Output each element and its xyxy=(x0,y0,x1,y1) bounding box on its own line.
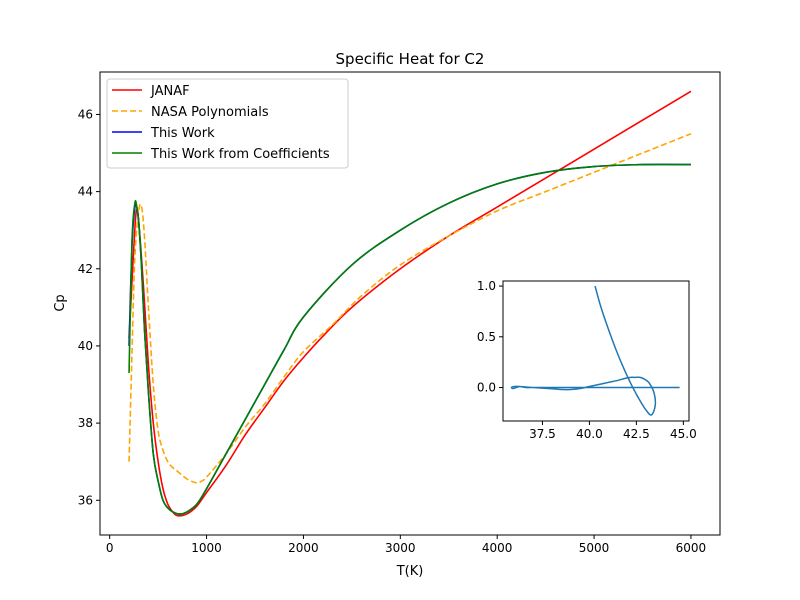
y-tick-label: 40 xyxy=(78,339,93,353)
inset-background xyxy=(503,281,689,421)
chart-title: Specific Heat for C2 xyxy=(336,50,485,68)
y-tick-label: 42 xyxy=(78,262,93,276)
legend-label: JANAF xyxy=(150,84,190,99)
inset-y-ticks: 0.0 0.5 1.0 xyxy=(477,279,503,395)
inset-x-ticks: 37.5 40.0 42.5 45.0 xyxy=(529,421,697,441)
main-y-ticks: 36 38 40 42 44 46 xyxy=(78,107,100,507)
x-axis-label: T(K) xyxy=(396,564,424,579)
x-tick-label: 42.5 xyxy=(623,427,650,441)
legend-label: NASA Polynomials xyxy=(151,105,269,120)
inset-plot: 37.5 40.0 42.5 45.0 0.0 0.5 1.0 xyxy=(477,279,697,441)
x-tick-label: 2000 xyxy=(288,541,319,555)
legend-box xyxy=(106,78,349,169)
inset-series-line xyxy=(510,285,680,416)
legend-label: This Work from Coefficients xyxy=(150,147,330,162)
inset-axes-frame xyxy=(502,280,690,422)
y-tick-label: 38 xyxy=(78,416,93,430)
main-x-ticks: 0 1000 2000 3000 4000 5000 6000 xyxy=(106,535,706,555)
y-axis-label: Cp xyxy=(53,294,68,311)
series-line-1 xyxy=(128,132,692,484)
x-tick-label: 37.5 xyxy=(529,427,556,441)
y-tick-label: 0.0 xyxy=(477,381,496,395)
x-tick-label: 4000 xyxy=(482,541,513,555)
legend-label: This Work xyxy=(150,126,215,141)
y-tick-label: 44 xyxy=(78,185,93,199)
y-tick-label: 36 xyxy=(78,493,93,507)
x-tick-label: 45.0 xyxy=(670,427,697,441)
x-tick-label: 0 xyxy=(106,541,114,555)
x-tick-label: 3000 xyxy=(385,541,416,555)
y-tick-label: 0.5 xyxy=(477,330,496,344)
x-tick-label: 6000 xyxy=(676,541,707,555)
inset-series-lines xyxy=(510,285,680,416)
series-line-3 xyxy=(128,163,691,515)
main-plot: Specific Heat for C2 0 1000 2000 3000 4000 50… xyxy=(53,50,721,579)
y-tick-label: 1.0 xyxy=(477,279,496,293)
main-axes-frame xyxy=(99,71,721,536)
legend: JANAF NASA Polynomials This Work This Work … xyxy=(106,78,349,169)
main-series-lines xyxy=(128,90,692,517)
x-tick-label: 40.0 xyxy=(576,427,603,441)
y-tick-label: 46 xyxy=(78,107,93,121)
x-tick-label: 5000 xyxy=(579,541,610,555)
x-tick-label: 1000 xyxy=(191,541,222,555)
